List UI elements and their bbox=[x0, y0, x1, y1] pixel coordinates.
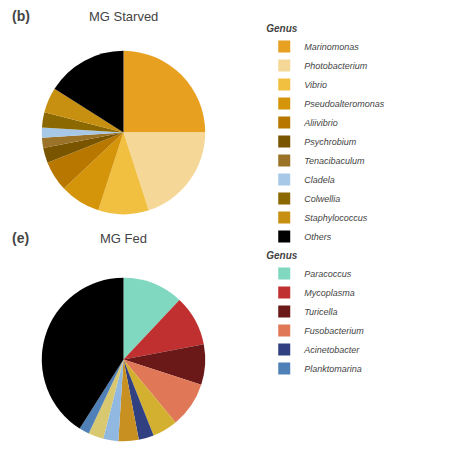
svg-text:MG Starved: MG Starved bbox=[89, 9, 158, 24]
svg-text:Genus: Genus bbox=[266, 23, 298, 34]
svg-text:Acinetobacter: Acinetobacter bbox=[303, 345, 360, 355]
svg-text:Planktomarina: Planktomarina bbox=[304, 364, 362, 374]
svg-text:(e): (e) bbox=[12, 230, 29, 246]
svg-text:Fusobacterium: Fusobacterium bbox=[304, 326, 364, 336]
svg-text:Mycoplasma: Mycoplasma bbox=[304, 288, 355, 298]
svg-text:Marinomonas: Marinomonas bbox=[304, 42, 359, 52]
svg-text:Others: Others bbox=[304, 232, 332, 242]
svg-text:Pseudoalteromonas: Pseudoalteromonas bbox=[304, 99, 385, 109]
svg-text:(b): (b) bbox=[12, 8, 30, 24]
svg-text:Genus: Genus bbox=[266, 250, 298, 261]
svg-text:Colwellia: Colwellia bbox=[304, 194, 340, 204]
svg-text:Psychrobium: Psychrobium bbox=[304, 137, 357, 147]
svg-text:Aliivibrio: Aliivibrio bbox=[303, 118, 338, 128]
svg-text:Paracoccus: Paracoccus bbox=[304, 269, 352, 279]
svg-text:Vibrio: Vibrio bbox=[304, 80, 327, 90]
svg-text:Cladela: Cladela bbox=[304, 175, 335, 185]
svg-text:Turicella: Turicella bbox=[304, 307, 337, 317]
svg-text:MG Fed: MG Fed bbox=[100, 231, 147, 246]
svg-text:Tenacibaculum: Tenacibaculum bbox=[304, 156, 365, 166]
svg-text:Photobacterium: Photobacterium bbox=[304, 61, 368, 71]
svg-text:Staphylococcus: Staphylococcus bbox=[304, 213, 368, 223]
